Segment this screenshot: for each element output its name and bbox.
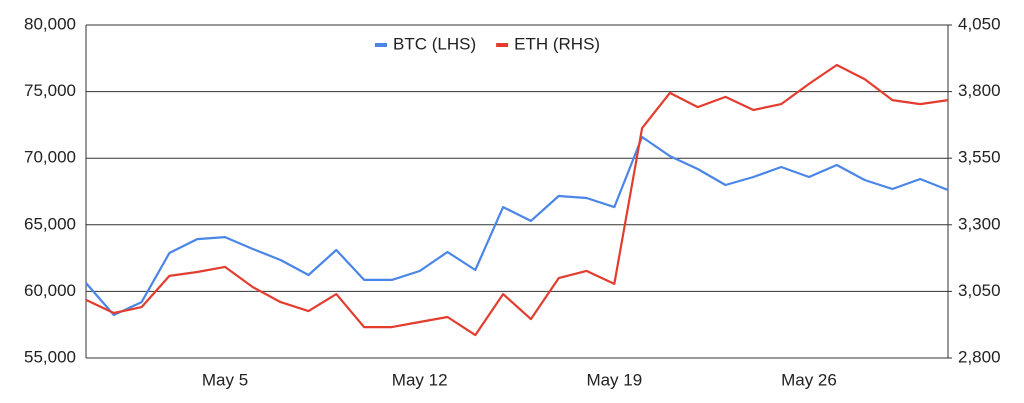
y-tick-label: 65,000 bbox=[24, 214, 76, 233]
y-tick-label: 75,000 bbox=[24, 81, 76, 100]
x-tick-label: May 26 bbox=[781, 370, 837, 389]
y2-tick-label: 3,550 bbox=[958, 148, 1001, 167]
line-series bbox=[85, 63, 949, 337]
x-tick-label: May 5 bbox=[202, 370, 248, 389]
y-tick-label: 80,000 bbox=[24, 14, 76, 33]
y-tick-label: 60,000 bbox=[24, 281, 76, 300]
line-series bbox=[85, 135, 949, 317]
y2-tick-label: 3,300 bbox=[958, 214, 1001, 233]
x-tick-label: May 19 bbox=[586, 370, 642, 389]
legend-label: ETH (RHS) bbox=[514, 34, 600, 53]
y-tick-label: 55,000 bbox=[24, 347, 76, 366]
y2-tick-label: 4,050 bbox=[958, 14, 1001, 33]
x-tick-label: May 12 bbox=[392, 370, 448, 389]
y2-tick-label: 2,800 bbox=[958, 347, 1001, 366]
y-tick-label: 70,000 bbox=[24, 148, 76, 167]
y2-tick-label: 3,800 bbox=[958, 81, 1001, 100]
y2-tick-label: 3,050 bbox=[958, 281, 1001, 300]
legend-label: BTC (LHS) bbox=[393, 34, 476, 53]
